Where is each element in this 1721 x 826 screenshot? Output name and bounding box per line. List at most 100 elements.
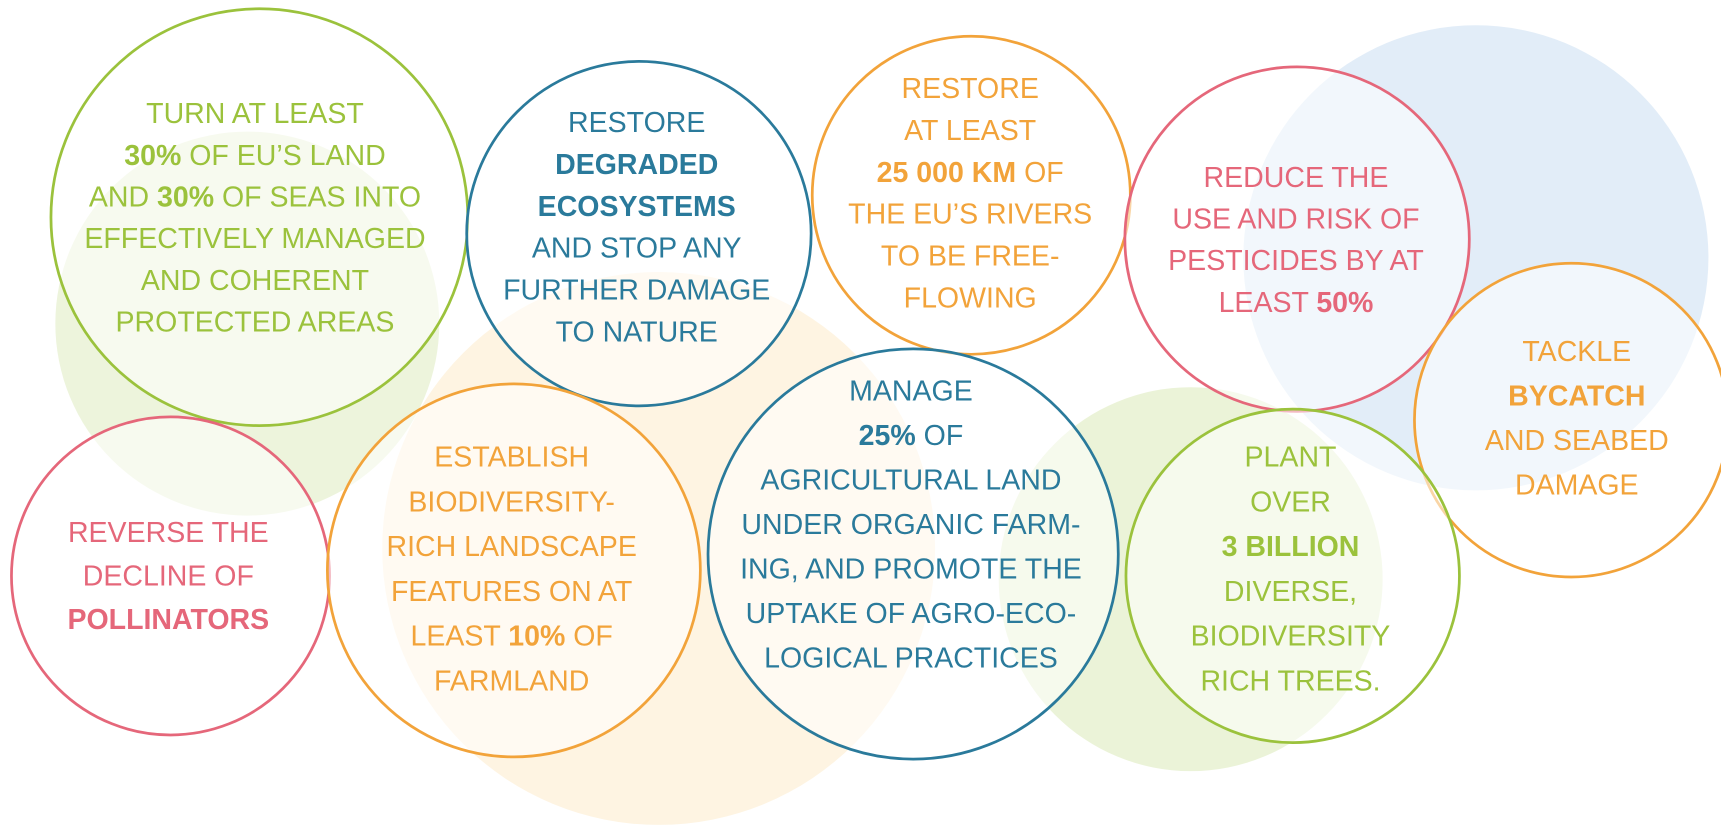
target-circle: REVERSE THE DECLINE OF POLLINATORS [10, 415, 331, 737]
text-line: AND COHERENT [141, 264, 369, 296]
circle-outline [1123, 65, 1471, 413]
circle-outline [49, 7, 470, 427]
bold-text: ECOSYSTEMS [538, 190, 736, 222]
text-line: THE EU’S RIVERS [848, 198, 1092, 230]
text: THE EU’S RIVERS [848, 198, 1092, 230]
text: RESTORE [568, 106, 705, 138]
text: AND [89, 181, 157, 213]
text: LEAST [410, 620, 508, 652]
text-line: OVER [1250, 486, 1331, 518]
text-line: TO NATURE [556, 316, 718, 348]
target-circle: RESTORE DEGRADED ECOSYSTEMS AND STOP ANY FUR… [465, 60, 813, 408]
bold-text: 25% [859, 420, 916, 452]
text: FEATURES ON AT [391, 575, 632, 607]
text: UPTAKE OF AGRO-ECO- [746, 597, 1077, 629]
text-line: 25 000 KM OF [877, 156, 1064, 188]
text: FURTHER DAMAGE [503, 274, 770, 306]
text-line: LEAST 50% [1219, 286, 1374, 318]
text: PROTECTED AREAS [116, 306, 395, 338]
circle-outline [1413, 261, 1721, 579]
target-circle: REDUCE THE USE AND RISK OF PESTICIDES BY A… [1123, 65, 1471, 413]
text: TACKLE [1522, 336, 1631, 368]
bold-text: BYCATCH [1508, 380, 1645, 412]
text-line: TO BE FREE- [881, 240, 1060, 272]
text-line: ESTABLISH [434, 441, 589, 473]
text: AGRICULTURAL LAND [760, 464, 1061, 496]
text-line: MANAGE [849, 375, 973, 407]
text-line: TURN AT LEAST [146, 98, 364, 130]
text: TO BE FREE- [881, 240, 1060, 272]
text-line: LOGICAL PRACTICES [764, 642, 1058, 674]
text: AND STOP ANY [532, 232, 742, 264]
text: EFFECTIVELY MANAGED [84, 223, 425, 255]
text: OF [1016, 156, 1064, 188]
text-line: AND STOP ANY [532, 232, 742, 264]
text-line: ECOSYSTEMS [538, 190, 736, 222]
target-circle: ESTABLISH BIODIVERSITY- RICH LANDSCAPE FEAT… [326, 382, 702, 759]
text: USE AND RISK OF [1172, 203, 1419, 235]
text-line: FEATURES ON AT [391, 575, 632, 607]
text-line: POLLINATORS [67, 603, 269, 635]
text-line: REVERSE THE [68, 517, 269, 549]
target-circle: MANAGE 25% OF AGRICULTURAL LAND UNDER ORGAN… [706, 347, 1120, 761]
bold-text: 25 000 KM [877, 156, 1017, 188]
target-circle: TURN AT LEAST 30% OF EU’S LAND AND 30% OF … [49, 7, 470, 427]
text-line: ING, AND PROMOTE THE [740, 553, 1082, 585]
text: BIODIVERSITY [1191, 620, 1391, 652]
circle-outline [1124, 407, 1461, 745]
text-line: DECLINE OF [83, 560, 254, 592]
bold-text: POLLINATORS [67, 603, 269, 635]
text-line: FLOWING [904, 282, 1037, 314]
text-line: UNDER ORGANIC FARM- [741, 509, 1080, 541]
text: PLANT [1245, 441, 1337, 473]
text-line: 30% OF EU’S LAND [124, 139, 385, 171]
text-line: UPTAKE OF AGRO-ECO- [746, 597, 1077, 629]
text: AND SEABED [1485, 425, 1669, 457]
text-line: RICH TREES. [1200, 665, 1380, 697]
text-line: AND 30% OF SEAS INTO [89, 181, 421, 213]
bold-text: 50% [1316, 286, 1373, 318]
text-line: BYCATCH [1508, 380, 1645, 412]
text-line: RICH LANDSCAPE [386, 531, 636, 563]
text: TURN AT LEAST [146, 98, 364, 130]
text: DIVERSE, [1224, 575, 1357, 607]
text: OVER [1250, 486, 1331, 518]
text-line: LEAST 10% OF [410, 620, 612, 652]
text: RICH LANDSCAPE [386, 531, 636, 563]
text-line: PLANT [1245, 441, 1337, 473]
target-circle: TACKLE BYCATCH AND SEABED DAMAGE [1413, 261, 1721, 579]
target-circles: TURN AT LEAST 30% OF EU’S LAND AND 30% OF … [10, 7, 1721, 761]
text: RESTORE [902, 72, 1039, 104]
text: RICH TREES. [1200, 665, 1380, 697]
target-circle: RESTORE AT LEAST 25 000 KM OF THE EU’S RIVE… [810, 34, 1132, 356]
text-line: PROTECTED AREAS [116, 306, 395, 338]
text: OF SEAS INTO [214, 181, 421, 213]
circle-outline [326, 382, 702, 759]
bold-text: DEGRADED [555, 148, 718, 180]
bold-text: 30% [157, 181, 214, 213]
text: REVERSE THE [68, 517, 269, 549]
text: TO NATURE [556, 316, 718, 348]
text: DAMAGE [1515, 469, 1639, 501]
text-line: 25% OF [859, 420, 964, 452]
text-line: AND SEABED [1485, 425, 1669, 457]
text: UNDER ORGANIC FARM- [741, 509, 1080, 541]
text: PESTICIDES BY AT [1168, 245, 1424, 277]
text-line: DEGRADED [555, 148, 718, 180]
text-line: RESTORE [568, 106, 705, 138]
text-line: RESTORE [902, 72, 1039, 104]
text-line: REDUCE THE [1204, 161, 1389, 193]
text: AND COHERENT [141, 264, 369, 296]
bold-text: 3 BILLION [1222, 531, 1360, 563]
text: OF [916, 420, 964, 452]
text: REDUCE THE [1204, 161, 1389, 193]
text-line: AGRICULTURAL LAND [760, 464, 1061, 496]
text: ING, AND PROMOTE THE [740, 553, 1082, 585]
text-line: EFFECTIVELY MANAGED [84, 223, 425, 255]
target-circle: PLANT OVER 3 BILLION DIVERSE, BIODIVERSITY RI… [1124, 407, 1461, 745]
text: DECLINE OF [83, 560, 254, 592]
text-line: AT LEAST [904, 114, 1036, 146]
text-line: BIODIVERSITY- [408, 486, 615, 518]
text: ESTABLISH [434, 441, 589, 473]
